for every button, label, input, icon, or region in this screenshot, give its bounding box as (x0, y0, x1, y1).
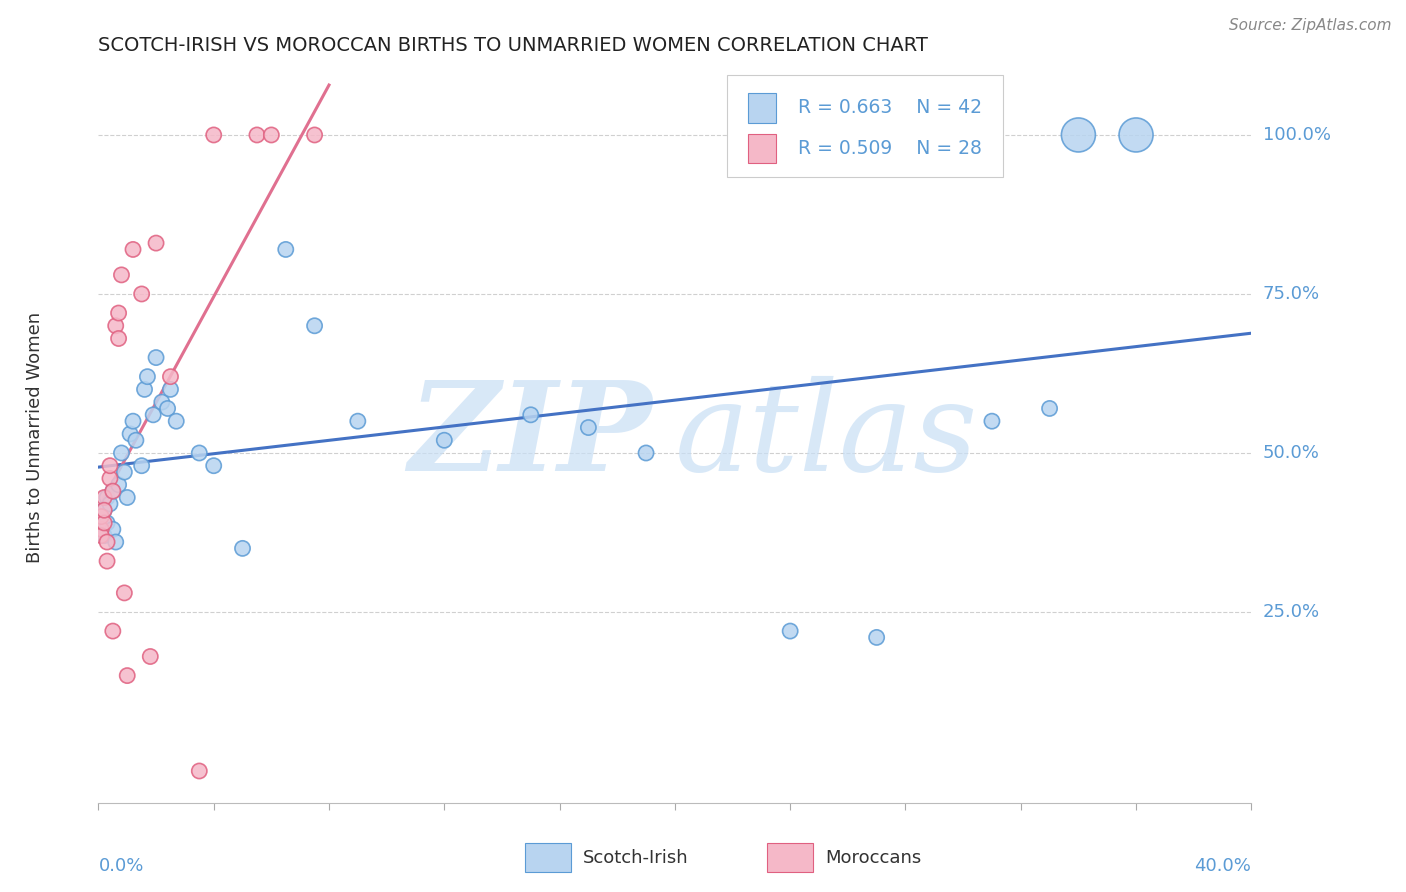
Point (260, 128, 283, 142)
Point (98, 497, 121, 511)
Point (1038, 401, 1062, 416)
Point (104, 535, 127, 549)
Point (231, 541, 254, 556)
Point (520, 408, 543, 422)
Point (866, 631, 889, 645)
FancyBboxPatch shape (727, 75, 1004, 178)
Point (981, 414, 1004, 428)
Point (101, 522, 124, 536)
Point (93, 503, 115, 517)
Point (96, 535, 118, 549)
Point (202, 458, 225, 473)
Point (134, 383, 156, 397)
Point (96, 554, 118, 568)
Point (93, 491, 115, 505)
Text: R = 0.663    N = 42: R = 0.663 N = 42 (786, 98, 981, 118)
Point (90, 529, 112, 543)
Text: 100.0%: 100.0% (1263, 126, 1331, 144)
Point (304, 318, 326, 333)
Point (107, 306, 129, 320)
Text: Source: ZipAtlas.com: Source: ZipAtlas.com (1229, 18, 1392, 33)
Point (145, 351, 167, 365)
Point (150, 395, 173, 409)
Bar (524, 843, 571, 872)
Point (122, 414, 145, 428)
Point (101, 484, 124, 499)
Point (1067, 128, 1090, 142)
Point (110, 268, 132, 282)
Point (90, 509, 112, 524)
Point (112, 586, 135, 600)
Text: 40.0%: 40.0% (1195, 857, 1251, 875)
Point (636, 446, 658, 460)
Point (122, 243, 145, 257)
Text: ZIP: ZIP (408, 376, 652, 498)
Point (104, 318, 127, 333)
Point (98, 471, 121, 485)
Point (101, 484, 124, 499)
Point (101, 624, 124, 638)
Point (117, 491, 138, 505)
Text: Births to Unmarried Women: Births to Unmarried Women (25, 311, 44, 563)
Text: Moroccans: Moroccans (825, 848, 921, 867)
Text: 0.0%: 0.0% (98, 857, 143, 875)
Bar (748, 94, 776, 122)
Point (125, 434, 148, 448)
Point (107, 477, 129, 491)
Text: 50.0%: 50.0% (1263, 444, 1320, 462)
Text: 25.0%: 25.0% (1263, 603, 1320, 621)
Point (1125, 128, 1147, 142)
Text: SCOTCH-IRISH VS MOROCCAN BIRTHS TO UNMARRIED WOMEN CORRELATION CHART: SCOTCH-IRISH VS MOROCCAN BIRTHS TO UNMAR… (98, 36, 928, 54)
Point (188, 446, 211, 460)
Point (131, 287, 153, 301)
Point (202, 128, 225, 142)
Point (139, 649, 162, 664)
Text: atlas: atlas (675, 376, 979, 498)
Point (131, 458, 153, 473)
Point (274, 243, 297, 257)
Point (346, 414, 368, 428)
Point (93, 529, 115, 543)
Point (145, 236, 167, 251)
Point (156, 401, 179, 416)
Point (136, 369, 159, 384)
Point (90, 522, 112, 536)
Point (96, 491, 118, 505)
Point (98, 458, 121, 473)
Point (159, 383, 181, 397)
Point (159, 369, 181, 384)
Point (779, 624, 801, 638)
Point (578, 420, 600, 434)
Point (142, 408, 165, 422)
Point (165, 414, 187, 428)
Point (117, 668, 138, 682)
Point (90, 522, 112, 536)
Text: R = 0.509    N = 28: R = 0.509 N = 28 (786, 138, 981, 158)
Point (246, 128, 269, 142)
Text: Scotch-Irish: Scotch-Irish (582, 848, 689, 867)
Point (93, 503, 115, 517)
Point (110, 446, 132, 460)
Point (90, 509, 112, 524)
Point (96, 516, 118, 530)
Bar (748, 134, 776, 162)
Point (112, 465, 135, 479)
Point (107, 331, 129, 345)
Text: 75.0%: 75.0% (1263, 285, 1320, 303)
Point (120, 426, 142, 441)
Bar (768, 843, 813, 872)
Point (304, 128, 326, 142)
Point (93, 516, 115, 530)
Point (188, 764, 211, 778)
Point (433, 434, 456, 448)
